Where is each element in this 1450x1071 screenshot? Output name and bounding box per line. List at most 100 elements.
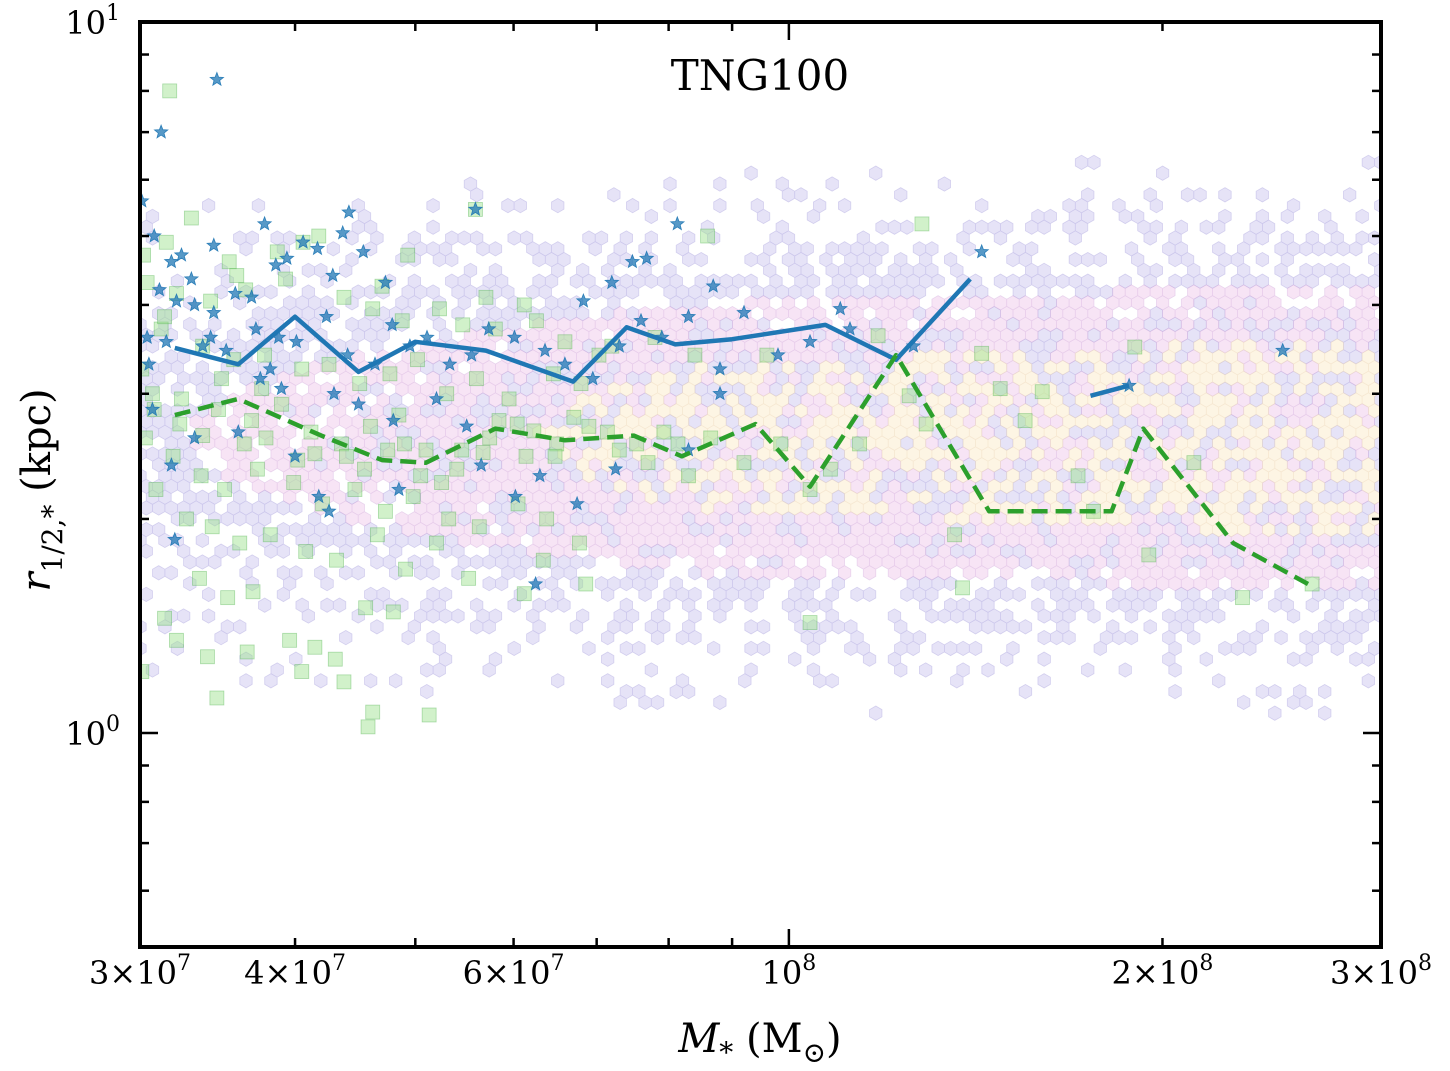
blue-star-point — [458, 418, 475, 433]
green-square-point — [347, 482, 363, 497]
hexbin-density — [140, 154, 1381, 721]
green-square-point — [471, 519, 487, 535]
blue-star-point — [230, 423, 246, 439]
green-square-point — [244, 413, 259, 429]
green-square-point — [162, 83, 178, 99]
blue-star-point — [575, 293, 592, 308]
green-square-point — [357, 461, 372, 477]
blue-star-point — [712, 360, 728, 376]
plot-frame — [138, 20, 1383, 949]
blue-star-point — [144, 401, 161, 417]
green-square-point — [539, 511, 555, 527]
green-square-point — [179, 511, 194, 527]
green-square-point — [282, 632, 298, 648]
green-square-point — [352, 376, 368, 392]
green-square-point — [509, 416, 525, 432]
blue-star-point — [611, 338, 627, 353]
green-square-point — [736, 455, 752, 471]
green-square-point — [157, 309, 172, 325]
green-square-point — [148, 482, 164, 497]
green-square-point — [169, 632, 184, 648]
blue-star-point — [385, 412, 402, 428]
blue-star-point — [585, 370, 601, 386]
green-square-point — [262, 527, 278, 543]
x-tick-label: 2×108 — [1112, 951, 1214, 992]
blue-star-point — [355, 243, 372, 259]
green-square-point — [418, 442, 434, 458]
green-square-point — [974, 345, 990, 361]
blue-star-point — [569, 495, 585, 511]
green-square-point — [461, 570, 477, 586]
green-square-point — [200, 649, 215, 665]
blue-star-point — [273, 380, 290, 396]
blue-star-point — [736, 304, 752, 320]
chart-title: TNG100 — [671, 51, 849, 100]
green-square-point — [203, 293, 219, 309]
green-square-point — [852, 436, 867, 452]
blue-star-point — [209, 71, 225, 87]
green-square-point — [773, 436, 789, 452]
green-square-point — [516, 297, 532, 313]
green-square-point — [229, 268, 245, 283]
blue-star-point — [770, 347, 786, 362]
green-square-point — [245, 584, 261, 600]
green-square-point — [382, 366, 398, 382]
green-square-point — [236, 436, 252, 452]
green-square-point — [398, 561, 413, 577]
green-square-point — [687, 347, 703, 363]
green-square-point — [478, 289, 494, 305]
blue-star-point — [288, 333, 305, 349]
blue-star-point — [712, 385, 728, 401]
green-square-point — [369, 527, 385, 543]
blue-star-point — [248, 320, 264, 336]
blue-star-point — [638, 250, 655, 266]
green-square-point — [759, 347, 775, 363]
blue-star-point — [163, 253, 180, 269]
blue-star-point — [194, 338, 211, 353]
green-square-point — [434, 475, 450, 490]
y-axis-label: r1/2,* (kpc) — [14, 388, 69, 591]
green-square-point — [153, 321, 169, 337]
green-square-point — [362, 418, 378, 434]
blue-star-point — [506, 329, 523, 344]
green-square-point — [294, 664, 310, 679]
green-square-point — [329, 552, 344, 568]
blue-star-point — [168, 292, 185, 308]
green-square-point — [220, 590, 236, 606]
green-square-point — [955, 580, 970, 596]
green-square-point — [377, 503, 393, 519]
green-square-point — [193, 468, 209, 484]
green-square-point — [278, 271, 293, 287]
blue-star-point — [218, 342, 234, 358]
green-square-point — [870, 328, 886, 344]
green-square-point — [572, 535, 587, 551]
green-square-point — [183, 210, 199, 226]
green-square-point — [475, 445, 491, 460]
green-square-point — [311, 228, 327, 244]
green-square-point — [339, 448, 354, 464]
blue-star-point — [206, 237, 222, 253]
x-tick-label: 3×108 — [1330, 951, 1432, 992]
blue-star-point — [153, 123, 169, 139]
blue-star-point — [227, 285, 243, 301]
blue-star-point — [463, 346, 480, 362]
blue-star-point — [321, 503, 337, 518]
green-square-point — [365, 301, 381, 317]
green-square-point — [394, 313, 410, 329]
blue-star-point — [532, 467, 548, 483]
blue-star-point — [279, 250, 295, 266]
blue-star-point — [467, 201, 484, 217]
green-square-point — [204, 519, 220, 535]
blue-star-point — [842, 320, 858, 336]
green-square-point — [294, 361, 310, 377]
green-square-point — [914, 216, 930, 232]
green-square-point — [365, 704, 381, 720]
blue-star-point — [604, 274, 620, 290]
blue-star-point — [705, 278, 721, 293]
green-square-point — [1017, 413, 1033, 429]
green-square-point — [421, 707, 437, 723]
blue-star-point — [268, 256, 284, 272]
green-square-point — [670, 436, 686, 452]
blue-star-point — [243, 289, 260, 304]
